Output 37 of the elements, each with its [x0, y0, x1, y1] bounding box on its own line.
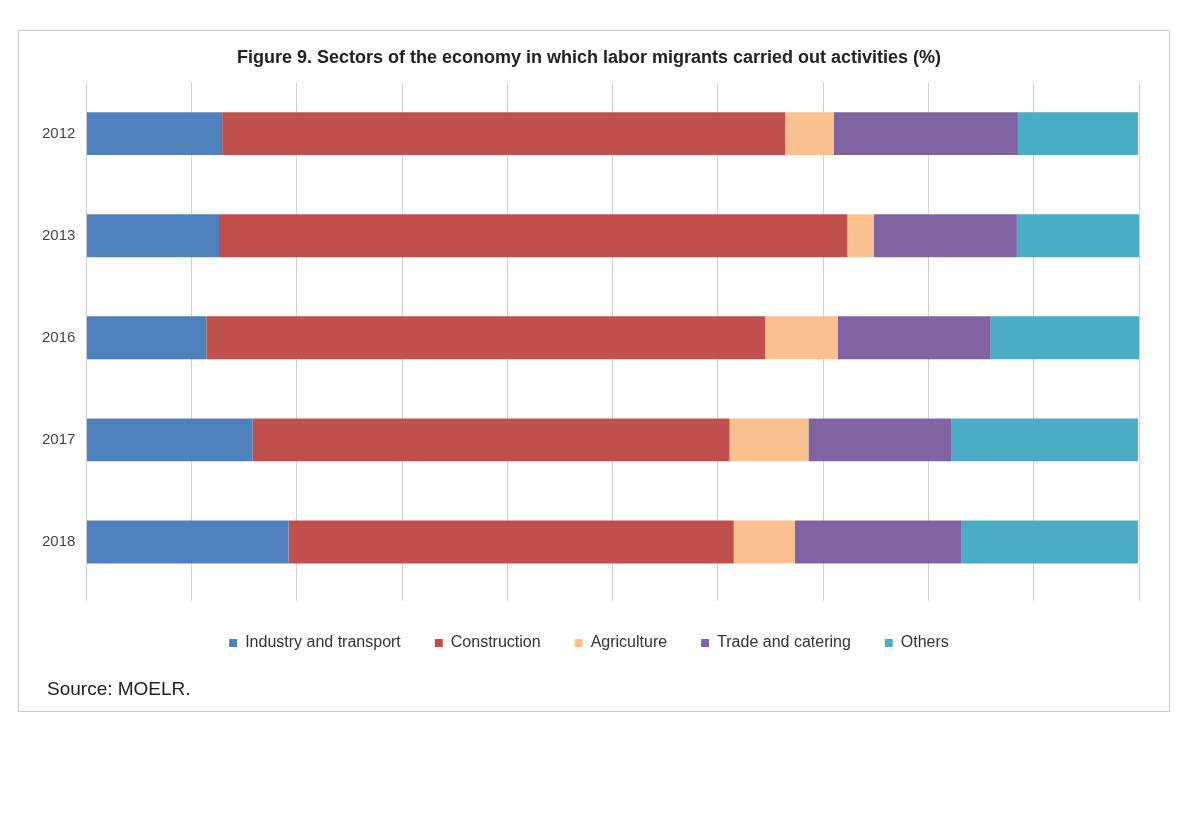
bar — [847, 214, 874, 258]
bar — [765, 316, 838, 360]
legend-label: Construction — [450, 633, 541, 651]
bar — [808, 418, 952, 462]
source-note: Source: MOELR. — [47, 677, 191, 699]
bar — [729, 418, 809, 462]
legend-label: Agriculture — [590, 633, 668, 651]
bar — [1017, 112, 1138, 156]
legend-label: Industry and transport — [245, 633, 402, 651]
bar — [837, 316, 991, 360]
y-tick-label: 2013 — [41, 225, 76, 243]
bar — [990, 316, 1139, 360]
bar — [961, 520, 1138, 564]
bar — [86, 214, 219, 258]
bar — [288, 520, 734, 564]
y-tick-label: 2018 — [41, 532, 76, 550]
y-tick-label: 2016 — [41, 327, 76, 345]
bar — [733, 520, 795, 564]
bar — [86, 418, 253, 462]
bar — [833, 112, 1018, 156]
bar — [206, 316, 766, 360]
bar — [873, 214, 1017, 258]
bar — [794, 520, 962, 564]
bar — [86, 520, 289, 564]
chart-title: Figure 9. Sectors of the economy in which labor migrants carried out activities (%) — [236, 46, 942, 67]
legend-label: Trade and catering — [717, 633, 851, 651]
legend-label: Others — [900, 633, 949, 651]
bar — [86, 316, 207, 360]
bar — [951, 418, 1138, 462]
y-tick-label: 2012 — [41, 123, 76, 141]
bar — [1016, 214, 1139, 258]
y-tick-label: 2017 — [41, 430, 76, 448]
bar — [222, 112, 786, 156]
bar — [252, 418, 730, 462]
bar — [219, 214, 848, 258]
bar — [785, 112, 834, 156]
bar — [86, 112, 223, 156]
